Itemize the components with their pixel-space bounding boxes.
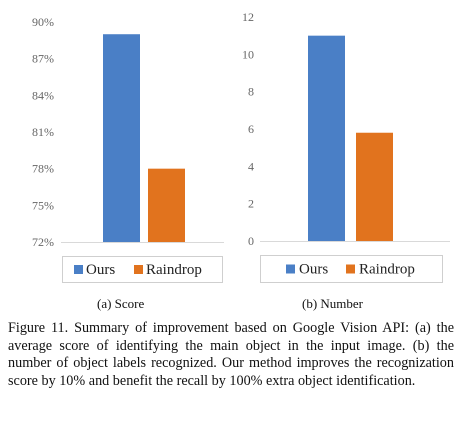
score-ytick-label: 87% [32,52,54,66]
number-ytick-label: 6 [248,122,254,136]
score-ytick-label: 81% [32,125,54,139]
number-legend-label-ours: Ours [299,262,328,278]
number-legend-swatch-ours [286,264,295,274]
number-chart: 0 2 4 6 8 10 12 Ours Raindrop [242,10,450,283]
score-ytick-label: 75% [32,198,54,212]
number-legend-swatch-raindrop [346,264,355,274]
subcaption-score: (a) Score [97,296,145,311]
score-ytick-label: 90% [32,15,54,29]
number-ytick-label: 2 [248,197,254,211]
score-ytick-label: 72% [32,235,54,249]
score-legend-swatch-raindrop [134,265,143,274]
score-legend-label-ours: Ours [86,262,115,278]
number-ytick-label: 4 [248,159,254,173]
number-bar-raindrop [356,132,393,241]
score-legend-swatch-ours [74,265,83,274]
score-ytick-label: 84% [32,88,54,102]
score-legend-label-raindrop: Raindrop [146,262,202,278]
subcaption-number: (b) Number [302,296,364,311]
number-ytick-label: 10 [242,47,254,61]
number-legend-label-raindrop: Raindrop [359,262,415,278]
number-ytick-label: 0 [248,234,254,248]
number-bar-ours [308,35,345,241]
figure-caption: Figure 11. Summary of improvement based … [8,320,454,389]
number-ytick-label: 8 [248,85,254,99]
number-ytick-label: 12 [242,10,254,24]
score-ytick-label: 78% [32,162,54,176]
score-bar-raindrop [148,168,185,242]
score-bar-ours [103,34,140,242]
score-chart: 72% 75% 78% 81% 84% 87% 90% Ours Raindrop [32,15,224,283]
